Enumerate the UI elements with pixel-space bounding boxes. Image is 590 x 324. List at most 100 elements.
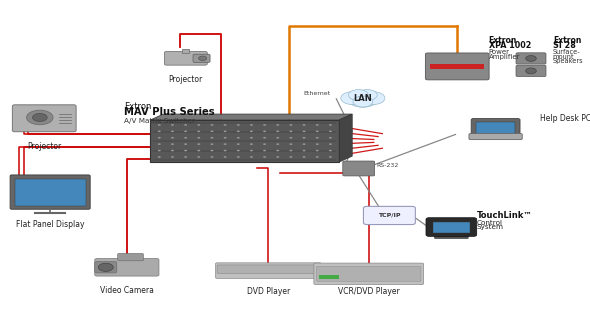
FancyBboxPatch shape xyxy=(433,222,470,233)
Text: DVD Player: DVD Player xyxy=(247,287,290,296)
FancyBboxPatch shape xyxy=(469,133,522,140)
Circle shape xyxy=(250,137,253,139)
Circle shape xyxy=(290,150,293,151)
FancyBboxPatch shape xyxy=(15,179,86,206)
Circle shape xyxy=(158,137,160,139)
Circle shape xyxy=(184,156,187,158)
FancyBboxPatch shape xyxy=(476,122,515,135)
Circle shape xyxy=(316,150,319,151)
Circle shape xyxy=(171,131,174,132)
Circle shape xyxy=(290,156,293,158)
Circle shape xyxy=(211,124,214,126)
Circle shape xyxy=(329,150,332,151)
FancyBboxPatch shape xyxy=(95,261,117,273)
Circle shape xyxy=(276,137,279,139)
Circle shape xyxy=(276,150,279,151)
Circle shape xyxy=(316,137,319,139)
Circle shape xyxy=(250,150,253,151)
Text: mount: mount xyxy=(553,54,575,60)
Text: Help Desk PC: Help Desk PC xyxy=(540,114,590,123)
Circle shape xyxy=(303,131,306,132)
Circle shape xyxy=(349,89,368,100)
Circle shape xyxy=(348,90,378,107)
FancyBboxPatch shape xyxy=(150,120,339,162)
FancyBboxPatch shape xyxy=(425,53,489,80)
Text: Ethernet: Ethernet xyxy=(303,91,330,96)
Polygon shape xyxy=(339,114,352,162)
Circle shape xyxy=(237,124,240,126)
Circle shape xyxy=(224,150,227,151)
Circle shape xyxy=(237,150,240,151)
Circle shape xyxy=(526,68,536,74)
FancyBboxPatch shape xyxy=(217,265,320,273)
FancyBboxPatch shape xyxy=(215,263,322,278)
FancyBboxPatch shape xyxy=(193,54,210,62)
Text: Extron: Extron xyxy=(553,36,581,45)
Circle shape xyxy=(290,131,293,132)
Text: System: System xyxy=(477,224,504,230)
Circle shape xyxy=(184,131,187,132)
Circle shape xyxy=(171,124,174,126)
Circle shape xyxy=(263,156,266,158)
Circle shape xyxy=(263,150,266,151)
Circle shape xyxy=(197,124,200,126)
Circle shape xyxy=(353,96,373,107)
Text: Surface-: Surface- xyxy=(553,49,581,55)
Circle shape xyxy=(329,131,332,132)
Circle shape xyxy=(290,143,293,145)
Circle shape xyxy=(250,143,253,145)
Bar xyxy=(319,275,339,279)
Text: Projector: Projector xyxy=(27,142,61,151)
Circle shape xyxy=(224,137,227,139)
Circle shape xyxy=(316,131,319,132)
Circle shape xyxy=(263,143,266,145)
Circle shape xyxy=(171,156,174,158)
FancyBboxPatch shape xyxy=(471,119,520,138)
Circle shape xyxy=(250,124,253,126)
Text: VCR/DVD Player: VCR/DVD Player xyxy=(338,287,399,296)
Circle shape xyxy=(27,110,53,125)
Circle shape xyxy=(184,137,187,139)
Circle shape xyxy=(303,143,306,145)
Circle shape xyxy=(171,150,174,151)
Circle shape xyxy=(211,131,214,132)
Circle shape xyxy=(158,156,160,158)
Bar xyxy=(430,64,484,69)
Circle shape xyxy=(197,131,200,132)
Circle shape xyxy=(237,156,240,158)
Circle shape xyxy=(329,143,332,145)
Circle shape xyxy=(158,124,160,126)
Circle shape xyxy=(316,143,319,145)
Circle shape xyxy=(329,124,332,126)
Circle shape xyxy=(184,150,187,151)
Circle shape xyxy=(526,55,536,61)
Circle shape xyxy=(197,143,200,145)
Circle shape xyxy=(237,131,240,132)
FancyBboxPatch shape xyxy=(165,52,207,65)
Circle shape xyxy=(329,137,332,139)
Text: Video Camera: Video Camera xyxy=(100,286,154,295)
Text: XPA 1002: XPA 1002 xyxy=(489,41,531,50)
Text: SI 28: SI 28 xyxy=(553,41,576,50)
FancyBboxPatch shape xyxy=(10,175,90,209)
Circle shape xyxy=(237,137,240,139)
FancyBboxPatch shape xyxy=(516,65,546,76)
FancyBboxPatch shape xyxy=(343,161,375,176)
Circle shape xyxy=(197,137,200,139)
Circle shape xyxy=(237,143,240,145)
Circle shape xyxy=(224,156,227,158)
FancyBboxPatch shape xyxy=(182,49,189,53)
Circle shape xyxy=(250,131,253,132)
Circle shape xyxy=(158,150,160,151)
Circle shape xyxy=(171,143,174,145)
Circle shape xyxy=(316,156,319,158)
Text: Projector: Projector xyxy=(169,75,203,84)
Circle shape xyxy=(199,56,206,61)
Circle shape xyxy=(211,156,214,158)
FancyBboxPatch shape xyxy=(95,259,159,276)
Text: TouchLink™: TouchLink™ xyxy=(477,211,532,220)
Circle shape xyxy=(303,124,306,126)
Circle shape xyxy=(341,92,364,105)
Circle shape xyxy=(276,131,279,132)
Circle shape xyxy=(184,143,187,145)
